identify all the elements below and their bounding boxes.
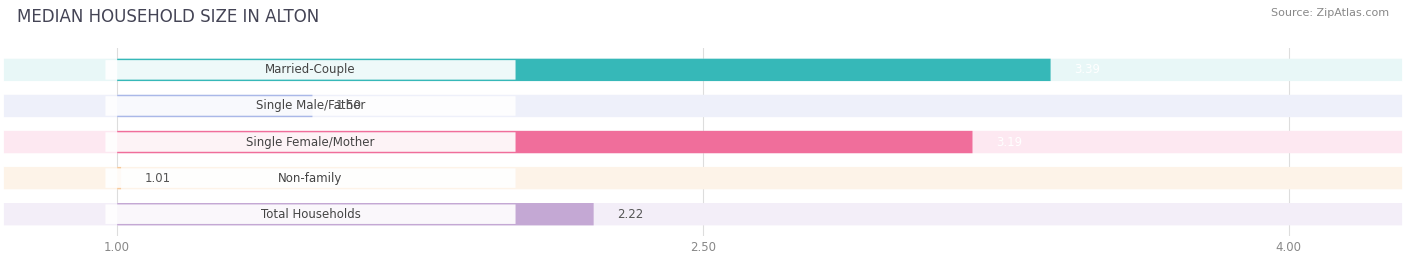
FancyBboxPatch shape [4,59,1402,81]
FancyBboxPatch shape [4,203,1402,225]
Text: Source: ZipAtlas.com: Source: ZipAtlas.com [1271,8,1389,18]
FancyBboxPatch shape [105,204,516,224]
FancyBboxPatch shape [105,96,516,116]
FancyBboxPatch shape [105,168,516,188]
Text: 2.22: 2.22 [617,208,644,221]
FancyBboxPatch shape [117,131,973,153]
Text: 3.39: 3.39 [1074,64,1099,76]
Text: Total Households: Total Households [260,208,360,221]
Text: Single Male/Father: Single Male/Father [256,99,366,113]
FancyBboxPatch shape [4,167,1402,189]
FancyBboxPatch shape [105,132,516,152]
Text: 1.01: 1.01 [145,172,170,185]
FancyBboxPatch shape [105,60,516,80]
FancyBboxPatch shape [117,167,121,189]
Text: MEDIAN HOUSEHOLD SIZE IN ALTON: MEDIAN HOUSEHOLD SIZE IN ALTON [17,8,319,26]
Text: 1.50: 1.50 [336,99,361,113]
Text: Non-family: Non-family [278,172,343,185]
FancyBboxPatch shape [117,59,1050,81]
FancyBboxPatch shape [4,131,1402,153]
FancyBboxPatch shape [117,203,593,225]
FancyBboxPatch shape [4,95,1402,117]
Text: Single Female/Mother: Single Female/Mother [246,136,375,148]
FancyBboxPatch shape [117,95,312,117]
Text: Married-Couple: Married-Couple [266,64,356,76]
Text: 3.19: 3.19 [995,136,1022,148]
